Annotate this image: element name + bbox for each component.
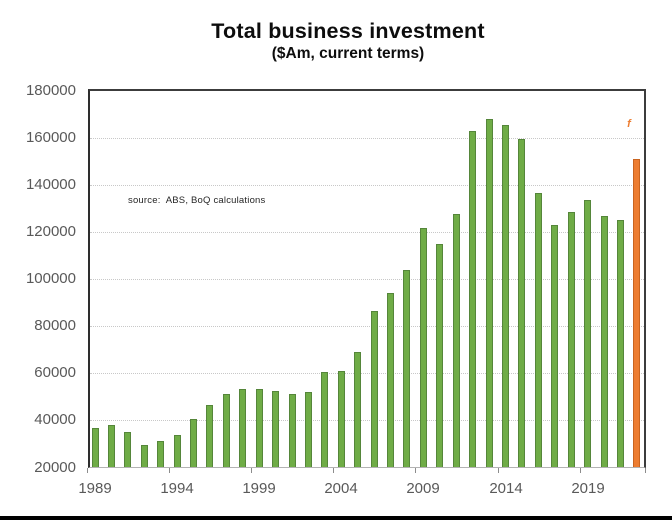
bar-1991 <box>124 432 131 467</box>
bar-1993 <box>157 441 164 467</box>
bar-2021 <box>617 220 624 467</box>
bar-2011 <box>453 214 460 467</box>
bar-1989 <box>92 428 99 467</box>
bar-2005 <box>354 352 361 467</box>
gridline <box>90 373 644 374</box>
gridline <box>90 420 644 421</box>
x-axis-label: 1989 <box>78 480 112 497</box>
gridline <box>90 138 644 139</box>
bar-2003 <box>321 372 328 467</box>
chart-subtitle: ($Am, current terms) <box>271 45 425 62</box>
bar-1995 <box>190 419 197 467</box>
bar-2004 <box>338 371 345 467</box>
bar-2017 <box>551 225 558 467</box>
chart-title: Total business investment <box>211 19 485 43</box>
y-axis-label: 20000 <box>34 459 76 476</box>
x-tick <box>415 468 416 473</box>
x-tick <box>87 468 88 473</box>
x-tick <box>498 468 499 473</box>
x-axis-label: 1999 <box>242 480 276 497</box>
y-axis-label: 120000 <box>25 223 76 240</box>
y-axis-label: 180000 <box>25 82 76 99</box>
x-tick <box>333 468 334 473</box>
bar-2000 <box>272 391 279 467</box>
bar-1990 <box>108 425 115 467</box>
x-tick <box>580 468 581 473</box>
gridline <box>90 232 644 233</box>
bar-2019 <box>584 200 591 467</box>
y-axis-label: 160000 <box>25 129 76 146</box>
x-tick <box>169 468 170 473</box>
bar-2007 <box>387 293 394 467</box>
bar-2001 <box>289 394 296 467</box>
x-axis-label: 2009 <box>406 480 440 497</box>
y-axis-label: 140000 <box>25 176 76 193</box>
bar-2016 <box>535 193 542 467</box>
forecast-label: f <box>627 118 631 130</box>
bar-2015 <box>518 139 525 467</box>
bar-2022 <box>633 159 640 467</box>
bar-2020 <box>601 216 608 467</box>
y-axis-label: 100000 <box>25 270 76 287</box>
bar-1999 <box>256 389 263 467</box>
gridline <box>90 326 644 327</box>
bar-2013 <box>486 119 493 467</box>
x-axis-label: 2019 <box>571 480 605 497</box>
x-axis-label: 2014 <box>489 480 523 497</box>
bar-2012 <box>469 131 476 467</box>
y-axis-label: 40000 <box>34 411 76 428</box>
bar-2008 <box>403 270 410 467</box>
gridline <box>90 279 644 280</box>
bar-1994 <box>174 435 181 467</box>
bar-2002 <box>305 392 312 467</box>
bar-2018 <box>568 212 575 467</box>
bar-1996 <box>206 405 213 467</box>
y-axis-label: 60000 <box>34 364 76 381</box>
plot-area: source: ABS, BoQ calculations <box>88 89 646 468</box>
bar-2009 <box>420 228 427 467</box>
bar-2006 <box>371 311 378 467</box>
x-tick <box>645 468 646 473</box>
x-axis-label: 1994 <box>160 480 194 497</box>
bar-1997 <box>223 394 230 467</box>
gridline <box>90 185 644 186</box>
bar-2010 <box>436 244 443 467</box>
bar-2014 <box>502 125 509 467</box>
bar-1992 <box>141 445 148 467</box>
y-axis-label: 80000 <box>34 317 76 334</box>
bar-1998 <box>239 389 246 467</box>
bottom-border-line <box>0 516 672 520</box>
x-axis-label: 2004 <box>324 480 358 497</box>
x-tick <box>251 468 252 473</box>
source-note: source: ABS, BoQ calculations <box>128 195 266 206</box>
